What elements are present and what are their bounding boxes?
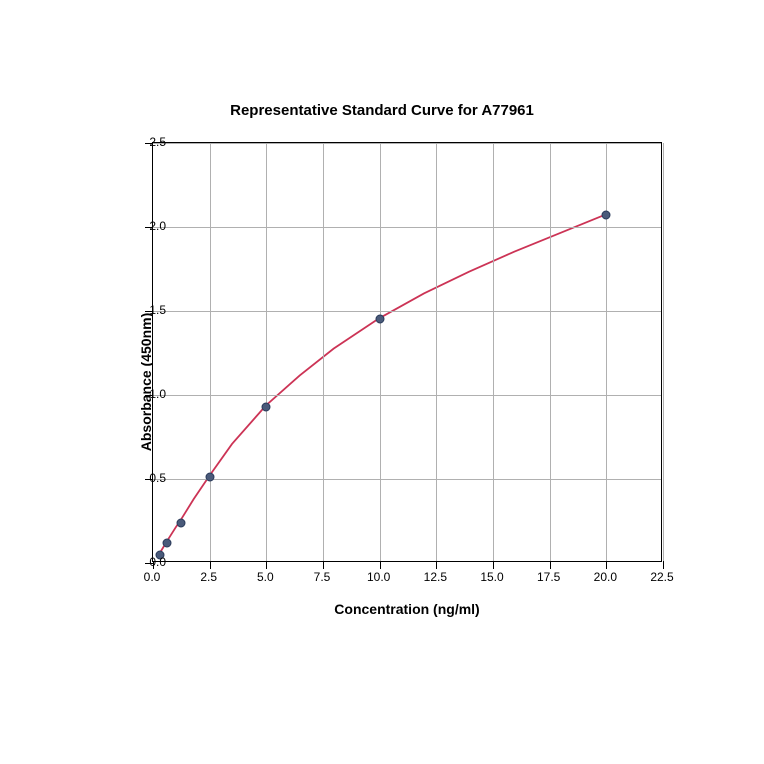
data-point-marker [262,402,271,411]
grid-line-horizontal [153,395,661,396]
x-tick-label: 7.5 [314,570,331,584]
grid-line-horizontal [153,479,661,480]
x-tick [380,561,381,569]
y-tick-label: 1.0 [149,387,166,401]
data-point-marker [177,518,186,527]
x-tick-label: 17.5 [537,570,560,584]
x-tick-label: 22.5 [650,570,673,584]
x-tick [436,561,437,569]
x-tick [663,561,664,569]
x-tick-label: 12.5 [424,570,447,584]
x-tick-label: 10.0 [367,570,390,584]
data-point-marker [205,473,214,482]
x-tick [493,561,494,569]
y-tick-label: 0.0 [149,555,166,569]
chart-container: Representative Standard Curve for A77961… [82,132,682,632]
grid-line-vertical [323,143,324,561]
y-tick-label: 1.5 [149,303,166,317]
y-tick-label: 0.5 [149,471,166,485]
grid-line-vertical [606,143,607,561]
grid-line-vertical [380,143,381,561]
grid-line-vertical [436,143,437,561]
data-point-marker [375,315,384,324]
grid-line-vertical [550,143,551,561]
x-tick-label: 20.0 [594,570,617,584]
x-tick [210,561,211,569]
x-tick-label: 5.0 [257,570,274,584]
grid-line-vertical [266,143,267,561]
grid-line-vertical [493,143,494,561]
grid-line-horizontal [153,227,661,228]
x-tick-label: 15.0 [480,570,503,584]
grid-line-horizontal [153,311,661,312]
x-tick [266,561,267,569]
x-tick [550,561,551,569]
x-tick [323,561,324,569]
data-point-marker [163,538,172,547]
grid-line-horizontal [153,143,661,144]
x-tick [606,561,607,569]
chart-title: Representative Standard Curve for A77961 [230,102,534,119]
data-point-marker [602,211,611,220]
x-tick-label: 0.0 [144,570,161,584]
grid-line-vertical [210,143,211,561]
standard-curve-line [160,215,605,553]
plot-area [152,142,662,562]
y-tick-label: 2.5 [149,135,166,149]
curve-svg [153,143,661,561]
grid-line-vertical [663,143,664,561]
x-axis-label: Concentration (ng/ml) [334,601,479,617]
y-tick-label: 2.0 [149,219,166,233]
x-tick-label: 2.5 [200,570,217,584]
